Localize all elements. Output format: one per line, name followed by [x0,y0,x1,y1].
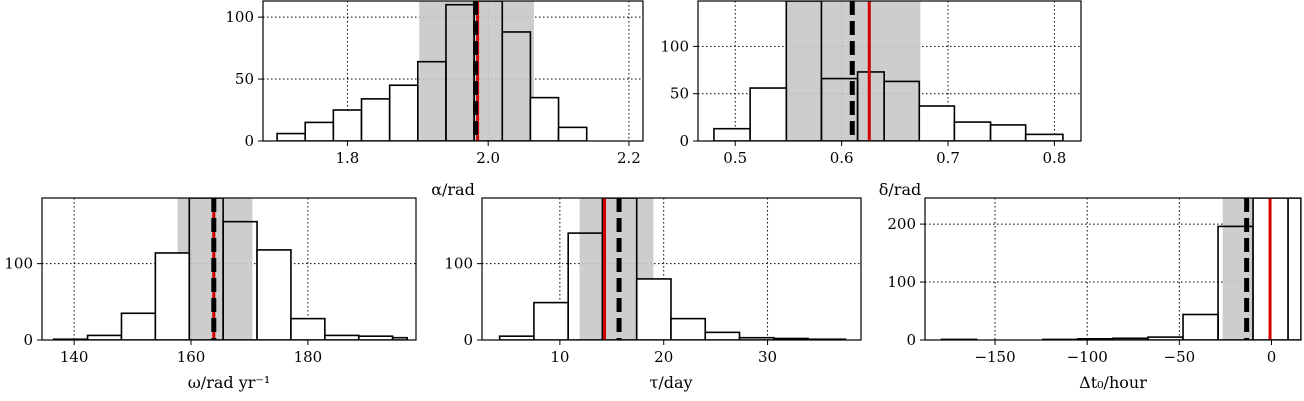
x-tick-label: 140 [60,348,89,366]
x-axis-label: α/rad [431,180,475,199]
histogram-bar [557,126,588,141]
histogram-bar [120,312,157,340]
x-tick-label: 0.7 [936,149,960,167]
histogram-bar [989,124,1027,141]
axes-frame [697,0,1082,142]
plot-area [263,1,643,141]
histogram-bar [154,252,191,340]
x-tick-label: 2.0 [476,149,500,167]
histogram-bar [918,105,956,141]
x-tick-label: 30 [758,348,777,366]
y-tick-label: 0 [23,331,33,349]
histogram-bar [360,98,391,141]
histogram-bar [290,317,326,340]
y-tick-label: 0 [906,331,916,349]
histogram-bar [256,249,292,340]
y-tick-label: 50 [235,70,254,88]
plot-area [482,198,861,340]
y-tick-label: 100 [887,273,916,291]
panel-alpha: 1.8 2.0 2.2 0 50 100 α/rad [225,0,644,199]
y-tick-label: 50 [670,85,689,103]
axes-frame [481,197,862,341]
histogram-bar [713,127,751,141]
plot-area [42,198,416,340]
x-tick-label: 0.5 [723,149,747,167]
histogram-bar [785,1,823,141]
panel-tau: 10 20 30 0 100 τ/day [444,197,862,392]
histogram-bar [1182,313,1219,340]
axes-frame [41,197,417,341]
x-tick-label: 1.8 [336,149,360,167]
histogram-bar [601,198,638,340]
x-tick-label: 180 [294,348,323,366]
histogram-bar [332,109,363,141]
y-tick-label: 100 [4,255,33,273]
histogram-bar [1287,198,1301,340]
x-tick-label: 20 [654,348,673,366]
histogram-bar [388,84,419,141]
histogram-bar [533,301,569,340]
y-tick-label: 100 [660,37,689,55]
x-tick-label: 160 [177,348,206,366]
x-tick-label: 10 [550,348,569,366]
x-axis-label: δ/rad [879,180,921,199]
histogram-bar [635,278,672,340]
histogram-bar [304,121,335,141]
x-axis-label: ω/rad yr⁻¹ [188,373,271,392]
histogram-bar [529,96,560,141]
x-axis-label: Δt₀/hour [1079,373,1147,392]
histogram-bar [1024,133,1064,141]
x-tick-label: 2.2 [617,149,641,167]
histogram-bar [670,317,707,340]
axes-frame [262,0,644,142]
panel-delta-t0: −150 −100 −50 0 0 100 200 Δt₀/hour [887,197,1302,392]
histogram-bar [86,334,123,340]
y-tick-label: 100 [225,8,254,26]
axes-frame [924,197,1302,341]
histogram-bar [749,87,788,141]
histogram-bar [501,31,532,141]
x-tick-label: −50 [1164,348,1196,366]
x-tick-label: −100 [1067,348,1108,366]
histogram-bar [324,334,360,340]
x-axis-label: τ/day [649,373,692,392]
histogram-bar [953,121,992,141]
histogram-bar [276,132,307,141]
y-tick-label: 0 [463,331,473,349]
histogram-bar [391,336,409,340]
histogram-bar [704,331,741,340]
x-tick-label: 0.8 [1042,149,1066,167]
panel-omega: 140 160 180 0 100 ω/rad yr⁻¹ [4,197,417,392]
plot-area [698,1,1081,141]
x-tick-label: 0 [1267,348,1277,366]
y-tick-label: 0 [244,132,254,150]
y-tick-label: 100 [444,255,473,273]
y-tick-label: 0 [679,132,689,150]
plot-area [925,198,1301,340]
x-tick-label: −150 [974,348,1015,366]
panel-delta: 0.5 0.6 0.7 0.8 0 50 100 δ/rad [660,0,1082,199]
y-tick-label: 200 [887,215,916,233]
x-tick-label: 0.6 [830,149,854,167]
